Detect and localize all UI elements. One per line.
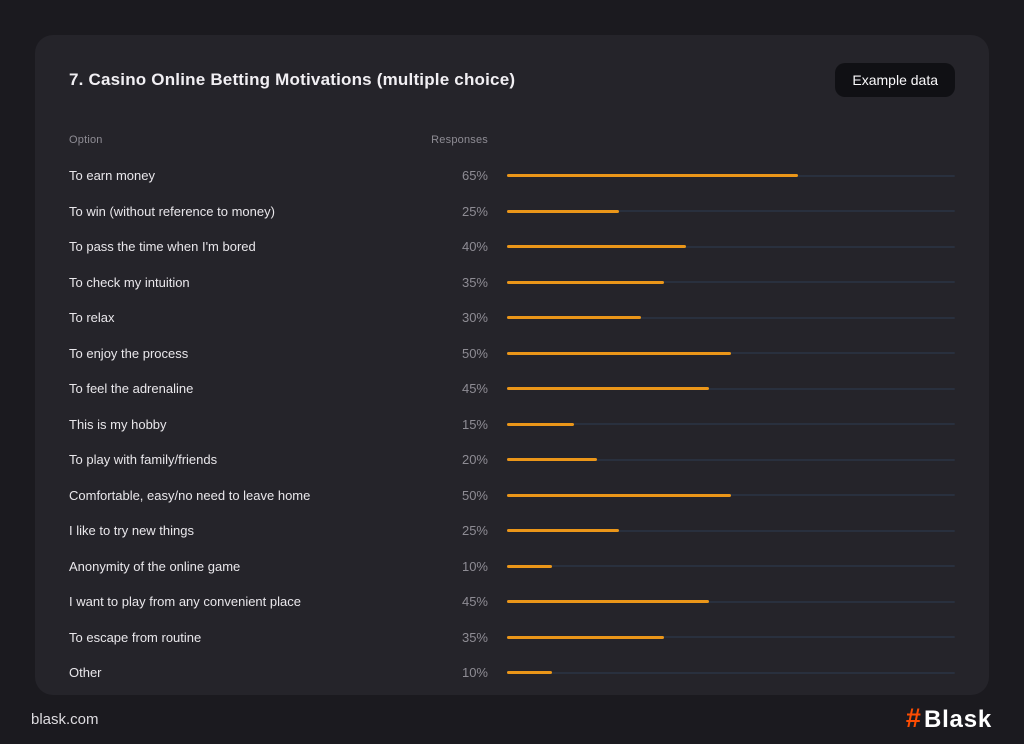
option-label: Anonymity of the online game	[69, 558, 241, 574]
blask-logo: # Blask	[905, 703, 992, 733]
bar-track	[507, 245, 955, 249]
table-row: I want to play from any convenient place…	[69, 584, 955, 620]
bar-track	[507, 387, 955, 391]
bar-track	[507, 600, 955, 604]
bar-track	[507, 564, 955, 568]
response-value: 25%	[461, 523, 488, 539]
bar-fill	[507, 280, 664, 284]
response-value: 35%	[461, 274, 488, 290]
table-row: I like to try new things 25%	[69, 513, 955, 549]
bar-track	[507, 529, 955, 533]
bar-track	[507, 351, 955, 355]
page-title: 7. Casino Online Betting Motivations (mu…	[69, 70, 516, 89]
column-header-option: Option	[69, 134, 103, 146]
response-value: 10%	[461, 558, 488, 574]
option-label: To check my intuition	[69, 274, 190, 290]
option-label: I want to play from any convenient place	[69, 594, 301, 610]
chart-card: 7. Casino Online Betting Motivations (mu…	[35, 35, 989, 695]
option-label: To feel the adrenaline	[69, 381, 194, 397]
page-footer: blask.com # Blask	[31, 695, 992, 744]
response-value: 50%	[461, 345, 488, 361]
option-label: To enjoy the process	[69, 345, 189, 361]
response-value: 35%	[461, 629, 488, 645]
table-row: To play with family/friends 20%	[69, 442, 955, 478]
response-value: 40%	[461, 239, 488, 255]
option-label: To win (without reference to money)	[69, 203, 275, 219]
bar-fill	[507, 245, 687, 249]
card-header: 7. Casino Online Betting Motivations (mu…	[69, 63, 955, 97]
response-value: 65%	[461, 168, 488, 184]
table-row: To escape from routine 35%	[69, 620, 955, 656]
option-label: Comfortable, easy/no need to leave home	[69, 487, 311, 503]
responses-table: Option Responses To earn money 65% To wi…	[69, 122, 955, 691]
table-row: To earn money 65%	[69, 158, 955, 194]
column-header-responses: Responses	[431, 134, 488, 146]
bar-track	[507, 493, 955, 497]
option-label: To escape from routine	[69, 629, 202, 645]
response-value: 20%	[461, 452, 488, 468]
table-row: Comfortable, easy/no need to leave home …	[69, 478, 955, 514]
table-row: Anonymity of the online game 10%	[69, 549, 955, 585]
table-row: To check my intuition 35%	[69, 265, 955, 301]
bar-track	[507, 316, 955, 320]
table-row: This is my hobby 15%	[69, 407, 955, 443]
bar-fill	[507, 564, 552, 568]
option-label: To pass the time when I'm bored	[69, 239, 256, 255]
bar-track	[507, 458, 955, 462]
option-label: Other	[69, 665, 102, 681]
bar-track	[507, 174, 955, 178]
table-row: To enjoy the process 50%	[69, 336, 955, 372]
bar-fill	[507, 174, 799, 178]
response-value: 30%	[461, 310, 488, 326]
table-row: To relax 30%	[69, 300, 955, 336]
table-row: To win (without reference to money) 25%	[69, 194, 955, 230]
site-url: blask.com	[31, 711, 99, 728]
table-row: Other 10%	[69, 655, 955, 691]
table-row: To feel the adrenaline 45%	[69, 371, 955, 407]
response-value: 45%	[461, 594, 488, 610]
bar-fill	[507, 635, 664, 639]
bar-track	[507, 671, 955, 675]
bar-fill	[507, 316, 642, 320]
bar-fill	[507, 387, 709, 391]
bar-fill	[507, 209, 619, 213]
bar-track	[507, 209, 955, 213]
response-value: 15%	[461, 416, 488, 432]
example-data-badge[interactable]: Example data	[835, 63, 955, 97]
brand-wordmark: Blask	[923, 705, 992, 733]
bar-track	[507, 422, 955, 426]
bar-fill	[507, 600, 709, 604]
response-value: 45%	[461, 381, 488, 397]
table-row: To pass the time when I'm bored 40%	[69, 229, 955, 265]
option-label: To earn money	[69, 168, 155, 184]
response-value: 10%	[461, 665, 488, 681]
option-label: This is my hobby	[69, 416, 167, 432]
option-label: To play with family/friends	[69, 452, 218, 468]
hash-icon: #	[905, 703, 921, 733]
bar-fill	[507, 671, 552, 675]
bar-track	[507, 635, 955, 639]
bar-fill	[507, 422, 575, 426]
bar-fill	[507, 529, 619, 533]
response-value: 50%	[461, 487, 488, 503]
table-body: To earn money 65% To win (without refere…	[69, 158, 955, 691]
response-value: 25%	[461, 203, 488, 219]
table-header-row: Option Responses	[69, 122, 955, 158]
bar-fill	[507, 458, 597, 462]
bar-track	[507, 280, 955, 284]
option-label: I like to try new things	[69, 523, 194, 539]
bar-fill	[507, 351, 731, 355]
bar-fill	[507, 493, 731, 497]
option-label: To relax	[69, 310, 115, 326]
